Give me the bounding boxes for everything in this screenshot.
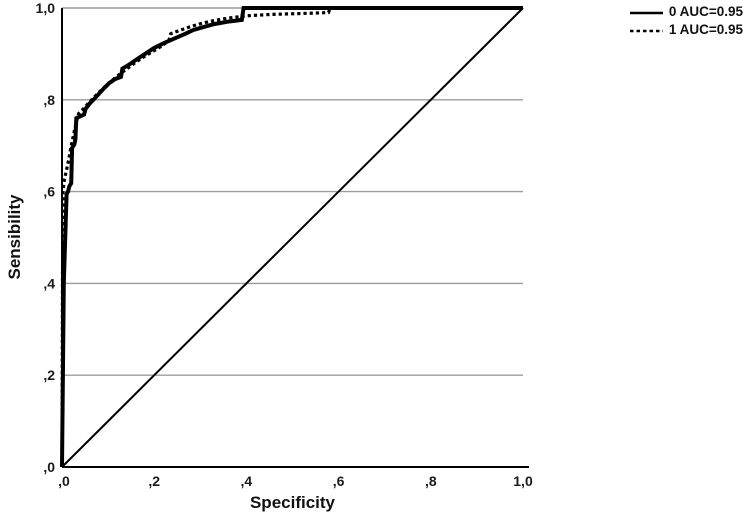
y-tick-label: ,4 bbox=[43, 275, 55, 291]
x-tick-label: ,6 bbox=[333, 473, 345, 489]
y-tick-label: ,2 bbox=[43, 367, 55, 383]
y-tick-label: ,6 bbox=[43, 184, 55, 200]
roc-curve-series-0 bbox=[60, 6, 523, 468]
x-tick-label: ,8 bbox=[425, 473, 437, 489]
y-tick-label: ,0 bbox=[43, 459, 55, 475]
solid-line-swatch-icon bbox=[629, 3, 664, 21]
legend-label-series-0: 0 AUC=0.95 bbox=[668, 4, 743, 19]
x-axis-title: Specificity bbox=[249, 493, 336, 512]
x-tick-label: ,2 bbox=[148, 473, 160, 489]
reference-diagonal-line bbox=[61, 7, 524, 468]
dashed-line-swatch-icon bbox=[629, 21, 664, 39]
legend-item-series-0: 0 AUC=0.95 bbox=[629, 3, 743, 20]
x-tick-label: ,0 bbox=[58, 473, 70, 489]
x-tick-label: ,4 bbox=[241, 473, 253, 489]
x-tick-label: 1,0 bbox=[513, 473, 533, 489]
y-axis-title: Sensibility bbox=[5, 194, 24, 280]
y-tick-label: ,8 bbox=[43, 92, 55, 108]
legend-label-series-1: 1 AUC=0.95 bbox=[668, 22, 743, 37]
legend-item-series-1: 1 AUC=0.95 bbox=[629, 21, 743, 38]
legend: 0 AUC=0.95 1 AUC=0.95 bbox=[629, 3, 743, 38]
y-tick-label: 1,0 bbox=[36, 0, 56, 16]
